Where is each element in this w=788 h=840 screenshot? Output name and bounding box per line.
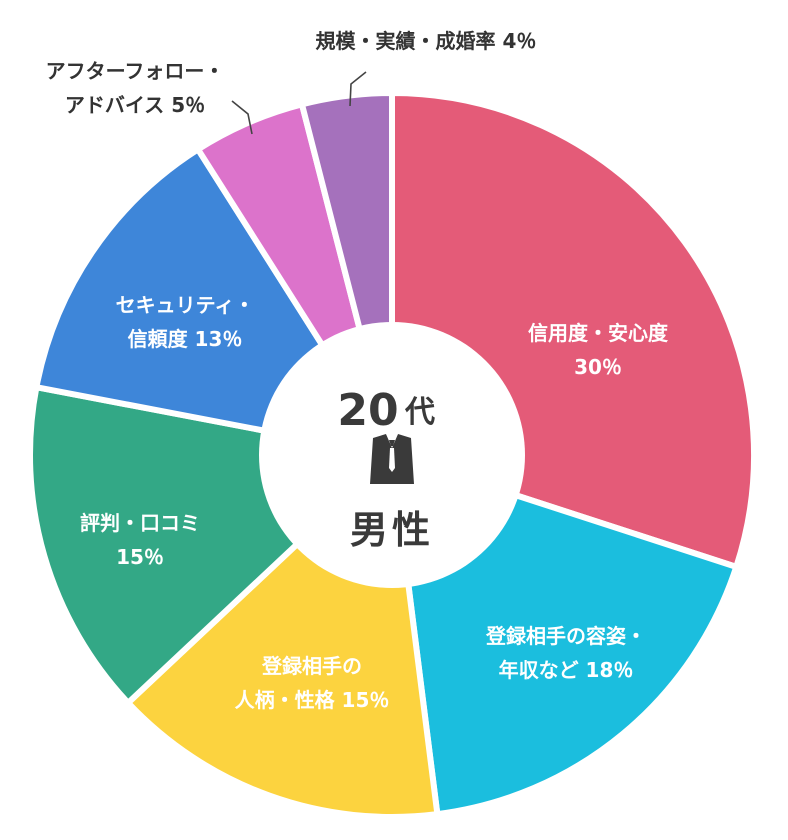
- slice-label-line: 人柄・性格 15％: [235, 688, 390, 712]
- center-gender: 男性: [350, 508, 434, 552]
- center-age-suffix: 代: [404, 395, 435, 430]
- slice-label: 評判・口コミ 15％: [80, 511, 200, 569]
- slice-labels-group: 信用度・安心度 30％ 登録相手の容姿・年収など 18％ 登録相手の人柄・性格 15％…: [46, 29, 669, 712]
- slice-label-line: 年収など 18％: [499, 658, 634, 682]
- slice-label: セキュリティ・信頼度 13％: [116, 293, 255, 351]
- slice-label: 登録相手の人柄・性格 15％: [235, 654, 390, 712]
- slice-label-line: 15％: [116, 545, 164, 569]
- slice-label-line: 規模・実績・成婚率 4％: [316, 29, 537, 53]
- slice-label-line: 信頼度 13％: [128, 327, 243, 351]
- center-age-number: 20: [337, 385, 398, 436]
- slice-label-line: 評判・口コミ: [80, 511, 200, 535]
- slice-label: 信用度・安心度 30％: [528, 321, 669, 379]
- center-label: 20 代 男性: [337, 385, 435, 552]
- suit-icon: [370, 434, 414, 484]
- leader-line: [349, 71, 367, 107]
- slice-label-line: 30％: [574, 355, 622, 379]
- slice-label: アフターフォロー・アドバイス 5％: [46, 59, 225, 117]
- slice-label-line: セキュリティ・: [116, 293, 255, 317]
- leader-line: [231, 100, 253, 135]
- slice-label: 登録相手の容姿・年収など 18％: [485, 624, 646, 682]
- slice-label-line: 登録相手の: [261, 654, 362, 678]
- slice-label-line: 信用度・安心度: [528, 321, 669, 345]
- leader-lines-group: [231, 71, 367, 135]
- slice-label-line: 登録相手の容姿・: [485, 624, 646, 648]
- slice-label-line: アドバイス 5％: [65, 93, 205, 117]
- slice-label-line: アフターフォロー・: [46, 59, 225, 83]
- slice-label: 規模・実績・成婚率 4％: [316, 29, 537, 53]
